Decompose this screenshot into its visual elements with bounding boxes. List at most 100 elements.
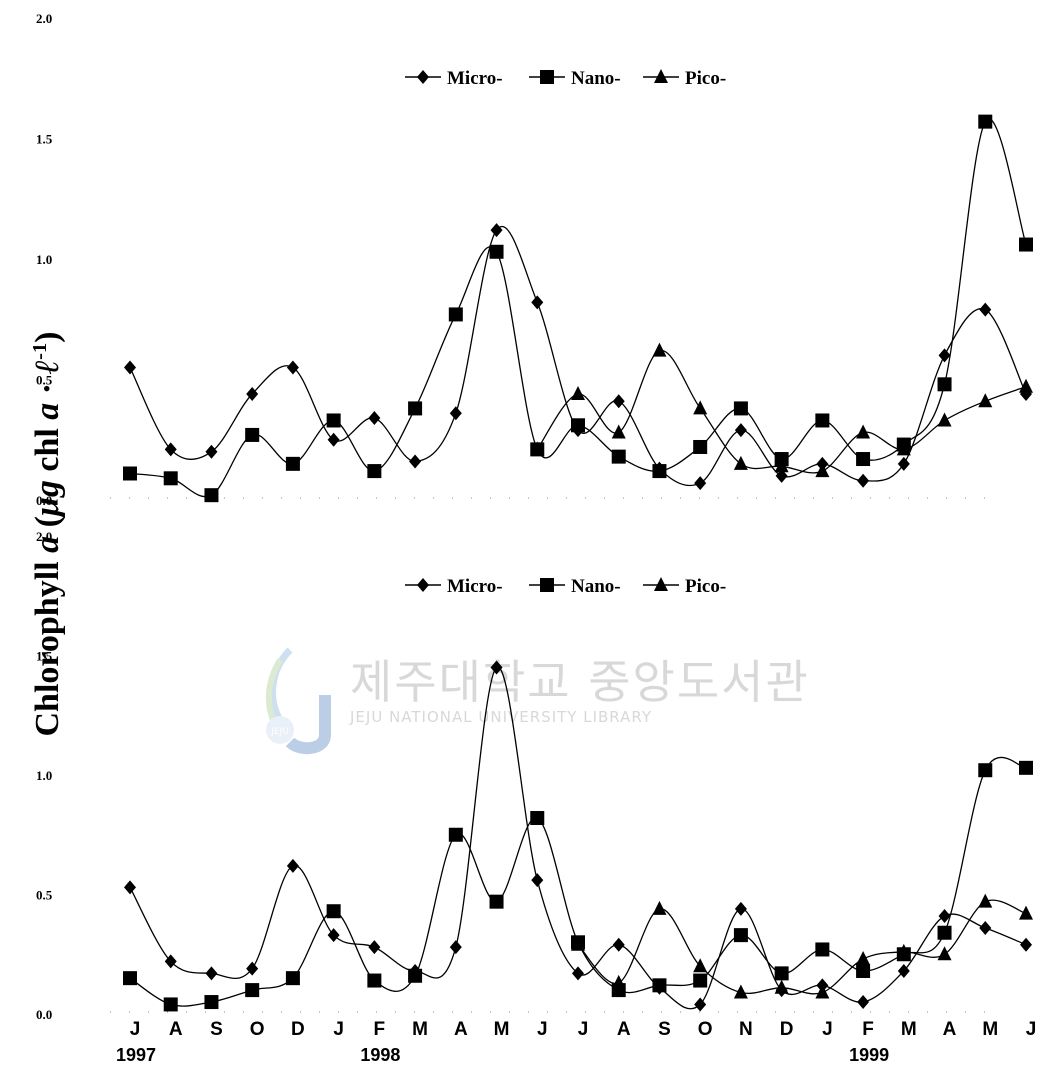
legend-label: Nano- (571, 68, 621, 89)
year-label: 1999 (849, 1045, 889, 1065)
y-tick-label: 1.5 (36, 649, 53, 664)
data-point-nano (1019, 237, 1033, 252)
data-point-micro (734, 423, 747, 438)
x-tick-label: N (739, 1019, 753, 1040)
chart-legend: Micro- Nano- Pico- (405, 576, 726, 597)
data-point-micro (205, 444, 218, 459)
data-point-nano (448, 307, 463, 322)
data-point-pico (978, 893, 993, 908)
data-point-nano (937, 377, 952, 392)
data-point-micro (124, 360, 136, 375)
x-tick-label: A (454, 1019, 468, 1040)
data-point-pico (774, 458, 789, 473)
data-point-nano (733, 401, 748, 416)
data-point-nano (652, 464, 667, 479)
data-point-micro (368, 411, 381, 426)
series-line-micro (129, 666, 1027, 1010)
x-tick-label: J (822, 1019, 833, 1040)
library-logo-icon: JEJU (265, 647, 331, 755)
data-point-micro (1020, 937, 1032, 952)
data-point-micro (327, 928, 340, 943)
data-point-micro (775, 468, 788, 483)
data-point-micro (449, 406, 462, 421)
svg-text:JEJU: JEJU (270, 727, 289, 737)
data-point-micro (124, 880, 136, 895)
data-point-nano (448, 827, 463, 842)
data-point-pico (611, 424, 626, 439)
data-point-pico (733, 984, 748, 999)
x-tick-label: M (412, 1019, 428, 1040)
x-tick-label: A (617, 1019, 631, 1040)
x-tick-label: J (578, 1019, 589, 1040)
data-point-micro (164, 954, 177, 969)
data-point-nano (733, 928, 748, 943)
legend-marker (540, 70, 554, 84)
data-point-nano (693, 439, 708, 454)
data-point-nano (285, 971, 300, 986)
x-tick-label: D (291, 1019, 305, 1040)
data-point-micro (694, 997, 707, 1012)
x-tick-label: J (333, 1019, 344, 1040)
data-point-pico (1019, 378, 1033, 393)
data-point-micro (327, 432, 340, 447)
data-point-pico (530, 441, 545, 456)
data-point-pico (652, 342, 667, 357)
data-point-micro (449, 940, 462, 955)
data-point-nano (571, 418, 585, 433)
series-line-pico (577, 899, 1027, 995)
data-point-nano (978, 114, 993, 129)
y-tick-label: 0.0 (36, 493, 52, 508)
legend-marker (654, 69, 668, 83)
data-point-nano (856, 963, 871, 978)
data-point-nano (856, 452, 871, 467)
data-point-micro (938, 348, 951, 363)
data-point-pico (652, 900, 667, 915)
data-point-micro (694, 476, 707, 491)
data-point-nano (774, 966, 789, 981)
legend-label: Micro- (447, 68, 503, 89)
year-label: 1998 (360, 1045, 400, 1065)
data-point-nano (815, 413, 830, 428)
data-point-pico (733, 455, 748, 470)
data-point-micro (734, 901, 747, 916)
data-point-micro (164, 442, 177, 457)
data-point-nano (285, 456, 300, 471)
data-point-micro (531, 295, 544, 310)
data-point-micro (612, 394, 625, 409)
x-tick-label: O (698, 1019, 713, 1040)
data-point-pico (815, 463, 830, 478)
x-tick-label: M (901, 1019, 917, 1040)
data-point-nano (245, 427, 260, 442)
data-point-pico (978, 393, 993, 408)
data-point-nano (1019, 760, 1033, 775)
legend-marker (417, 578, 429, 592)
y-tick-label: 2.0 (36, 529, 52, 544)
data-point-pico (896, 441, 911, 456)
x-tick-label: A (943, 1019, 957, 1040)
data-point-nano (611, 449, 626, 464)
data-point-micro (246, 386, 259, 401)
y-tick-label: 0.5 (36, 373, 53, 388)
legend-label: Micro- (447, 576, 503, 597)
y-tick-label: 0.0 (36, 1007, 52, 1022)
data-point-nano (204, 995, 219, 1010)
data-point-micro (979, 302, 992, 317)
data-point-nano (326, 413, 341, 428)
data-point-nano (326, 904, 341, 919)
x-tick-label: S (658, 1019, 671, 1040)
legend-marker (654, 577, 668, 591)
data-point-micro (205, 966, 218, 981)
y-tick-label: 2.0 (36, 11, 52, 26)
y-tick-label: 1.0 (36, 768, 52, 783)
data-point-pico (937, 412, 952, 427)
data-point-pico (856, 424, 871, 439)
data-point-pico (693, 958, 708, 973)
data-point-nano (408, 968, 423, 983)
x-tick-label: M (494, 1019, 510, 1040)
data-point-nano (163, 997, 178, 1012)
data-point-nano (978, 763, 993, 778)
data-point-micro (572, 966, 584, 981)
data-point-micro (409, 454, 422, 469)
watermark-title: 제주대학교 중앙도서관 (350, 655, 810, 709)
